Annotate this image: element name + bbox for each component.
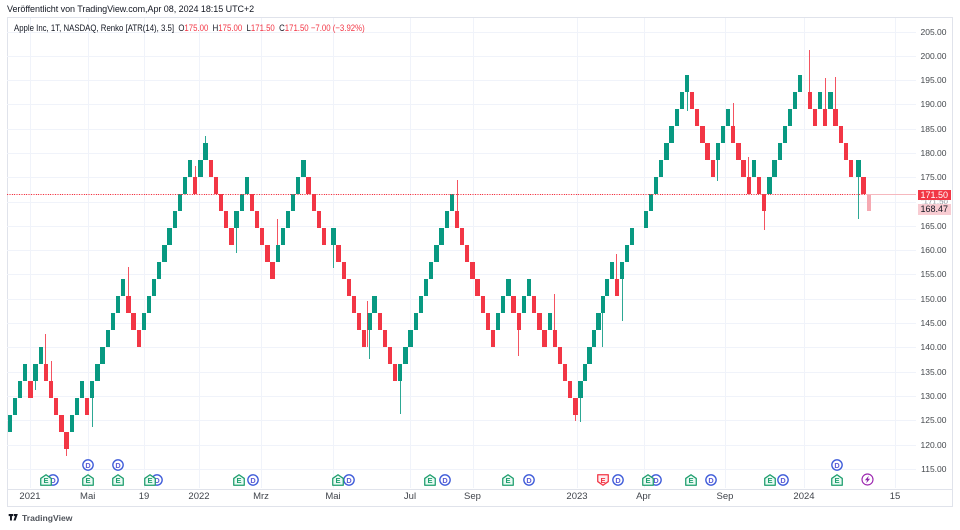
svg-text:D: D <box>653 476 658 485</box>
svg-text:E: E <box>147 476 152 485</box>
svg-text:E: E <box>688 476 693 485</box>
svg-text:D: D <box>251 476 256 485</box>
svg-text:D: D <box>155 476 160 485</box>
svg-text:E: E <box>86 476 91 485</box>
svg-text:D: D <box>708 476 713 485</box>
svg-text:D: D <box>616 476 621 485</box>
svg-text:E: E <box>834 476 839 485</box>
svg-text:D: D <box>442 476 447 485</box>
svg-text:D: D <box>86 461 91 470</box>
svg-text:E: E <box>428 476 433 485</box>
svg-text:D: D <box>780 476 785 485</box>
svg-text:D: D <box>346 476 351 485</box>
svg-text:E: E <box>236 476 241 485</box>
svg-text:E: E <box>43 476 48 485</box>
svg-text:E: E <box>601 476 606 485</box>
svg-text:D: D <box>51 476 56 485</box>
svg-text:E: E <box>116 476 121 485</box>
svg-text:E: E <box>335 476 340 485</box>
svg-text:D: D <box>116 461 121 470</box>
svg-text:E: E <box>506 476 511 485</box>
svg-text:E: E <box>767 476 772 485</box>
svg-text:E: E <box>646 476 651 485</box>
svg-text:D: D <box>834 461 839 470</box>
svg-text:D: D <box>526 476 531 485</box>
